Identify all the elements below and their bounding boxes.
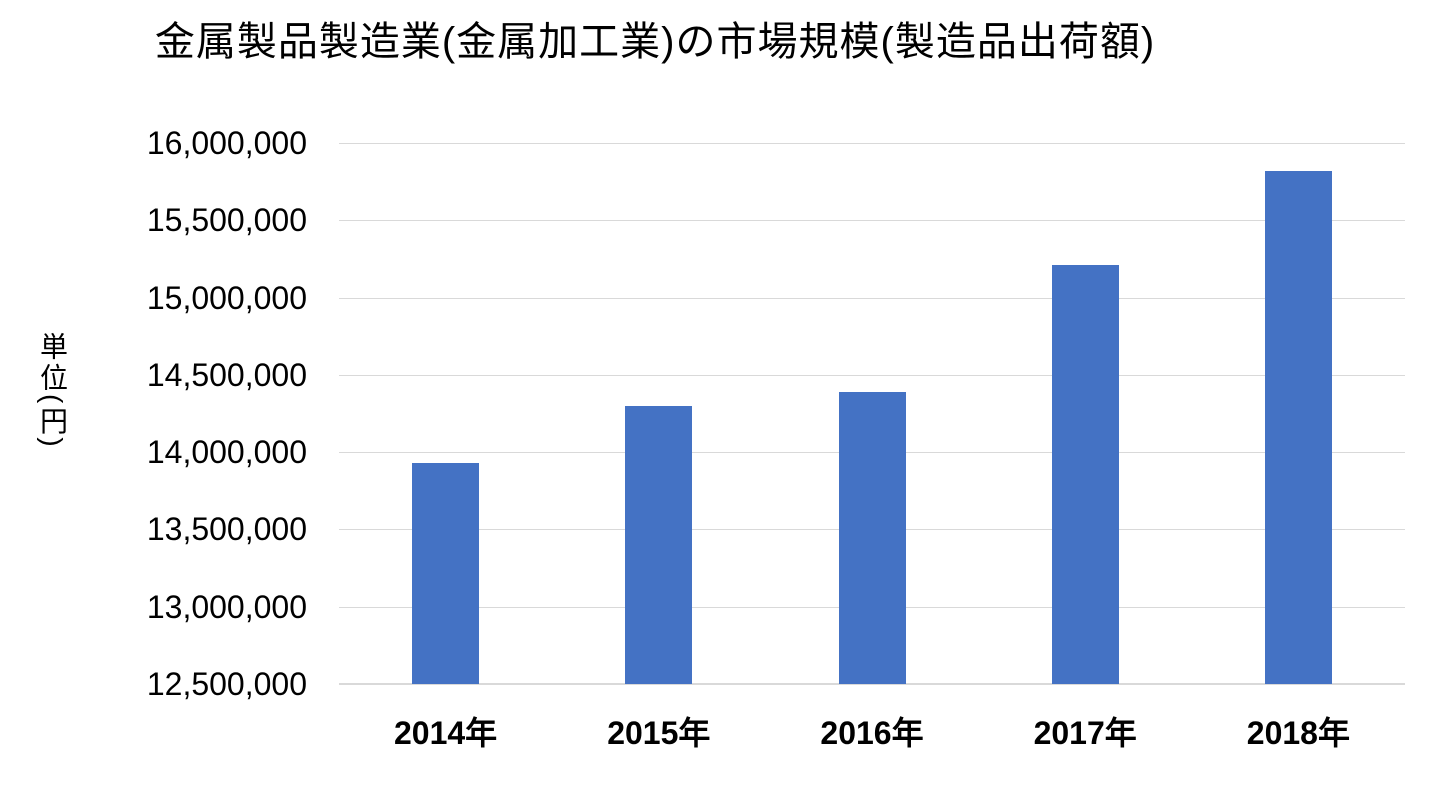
x-tick-label: 2015年 [607,715,711,751]
y-tick-label: 14,000,000 [146,434,307,471]
y-tick-label: 15,500,000 [146,202,307,239]
bar-2014年 [412,462,480,684]
bar-2018年 [1264,170,1332,684]
chart-title: 金属製品製造業(金属加工業)の市場規模(製造品出荷額) [154,20,1156,64]
y-tick-label: 13,000,000 [146,588,307,625]
y-axis-unit-label: 単位(円) [37,332,68,450]
gridline [339,297,1405,299]
y-tick-label: 13,500,000 [146,511,307,548]
x-tick-label: 2014年 [393,715,498,751]
x-axis-line [339,683,1405,685]
y-tick-label: 14,500,000 [146,356,307,393]
x-tick-label: 2017年 [1033,715,1137,751]
gridline [339,374,1405,376]
y-tick-label: 16,000,000 [146,125,307,161]
y-tick-label: 15,000,000 [146,279,307,316]
y-tick-label: 12,500,000 [146,666,307,702]
x-tick-label: 2016年 [820,715,924,751]
x-tick-label: 2018年 [1246,715,1350,751]
bar-2015年 [625,405,693,684]
bar-2017年 [1051,265,1119,684]
gridline [339,143,1405,144]
gridline [339,220,1405,222]
bar-2016年 [838,391,906,684]
